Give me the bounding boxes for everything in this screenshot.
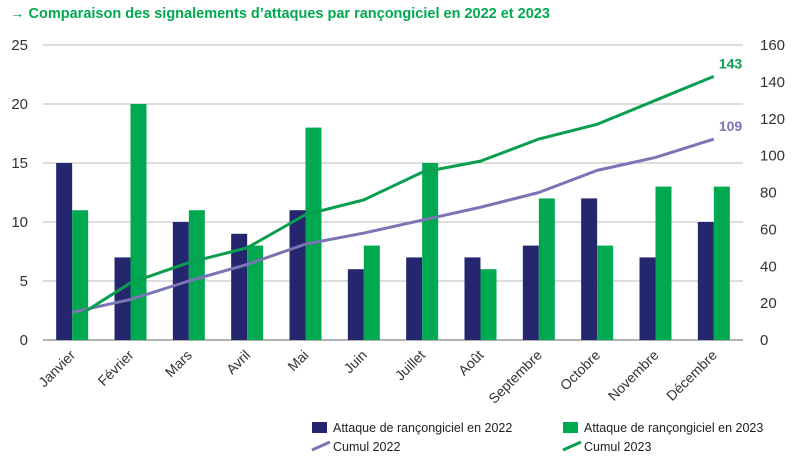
- bar-2023: [538, 198, 555, 340]
- x-tick-label: Mars: [162, 347, 195, 380]
- left-tick-label: 25: [11, 37, 28, 54]
- left-tick-label: 20: [11, 96, 28, 113]
- right-tick-label: 160: [760, 37, 785, 54]
- legend-swatch: [563, 422, 578, 433]
- bar-2022: [347, 269, 364, 340]
- line-cumul-2023: [71, 74, 715, 321]
- bar-2023: [422, 163, 439, 340]
- bar-2022: [581, 198, 598, 340]
- legend-swatch: [312, 422, 327, 433]
- x-tick-label: Décembre: [663, 347, 720, 404]
- bar-2023: [305, 127, 322, 340]
- bar-2022: [406, 257, 423, 340]
- left-tick-label: 10: [11, 214, 28, 231]
- legend-label: Attaque de rançongiciel en 2022: [333, 421, 512, 435]
- x-tick-label: Février: [95, 347, 137, 389]
- legend-swatch: [562, 440, 582, 452]
- bar-2022: [172, 222, 189, 340]
- left-tick-label: 5: [20, 273, 28, 290]
- x-tick-label: Septembre: [485, 347, 545, 407]
- right-tick-label: 140: [760, 74, 785, 91]
- right-tick-label: 100: [760, 148, 785, 165]
- line-cumul-2022: [71, 137, 715, 314]
- right-tick-label: 20: [760, 295, 777, 312]
- line-end-label: 143: [719, 55, 743, 71]
- chart-title: → Comparaison des signalements d’attaque…: [10, 6, 550, 22]
- bar-2023: [655, 186, 672, 340]
- bar-2023: [363, 245, 380, 340]
- right-tick-label: 40: [760, 258, 777, 275]
- left-tick-label: 15: [11, 155, 28, 172]
- bar-2022: [289, 210, 306, 340]
- right-tick-label: 0: [760, 332, 768, 349]
- x-tick-label: Octobre: [557, 347, 604, 394]
- left-tick-label: 0: [20, 332, 28, 349]
- right-tick-label: 80: [760, 185, 777, 202]
- x-tick-label: Juin: [340, 347, 369, 376]
- bar-2022: [231, 233, 248, 340]
- bar-2023: [72, 210, 89, 340]
- legend-label: Attaque de rançongiciel en 2023: [584, 421, 763, 435]
- x-tick-label: Janvier: [35, 347, 78, 390]
- bar-2023: [480, 269, 497, 340]
- bar-2022: [697, 222, 714, 340]
- bar-2022: [464, 257, 481, 340]
- bar-2023: [188, 210, 205, 340]
- right-tick-label: 60: [760, 221, 777, 238]
- bar-2022: [639, 257, 656, 340]
- right-tick-label: 120: [760, 111, 785, 128]
- bar-2023: [247, 245, 264, 340]
- x-tick-label: Juillet: [392, 347, 429, 384]
- bar-2023: [713, 186, 730, 340]
- x-tick-label: Mai: [284, 347, 311, 374]
- x-tick-label: Novembre: [605, 347, 662, 404]
- legend-label: Cumul 2023: [584, 440, 651, 454]
- bar-2023: [130, 104, 147, 340]
- legend-label: Cumul 2022: [333, 440, 400, 454]
- x-tick-label: Août: [455, 347, 487, 379]
- bar-2022: [56, 163, 73, 340]
- x-tick-label: Avril: [223, 347, 253, 377]
- bar-2022: [114, 257, 131, 340]
- line-end-label: 109: [719, 118, 743, 134]
- bar-2023: [597, 245, 614, 340]
- legend-swatch: [311, 440, 331, 452]
- bar-2022: [522, 245, 539, 340]
